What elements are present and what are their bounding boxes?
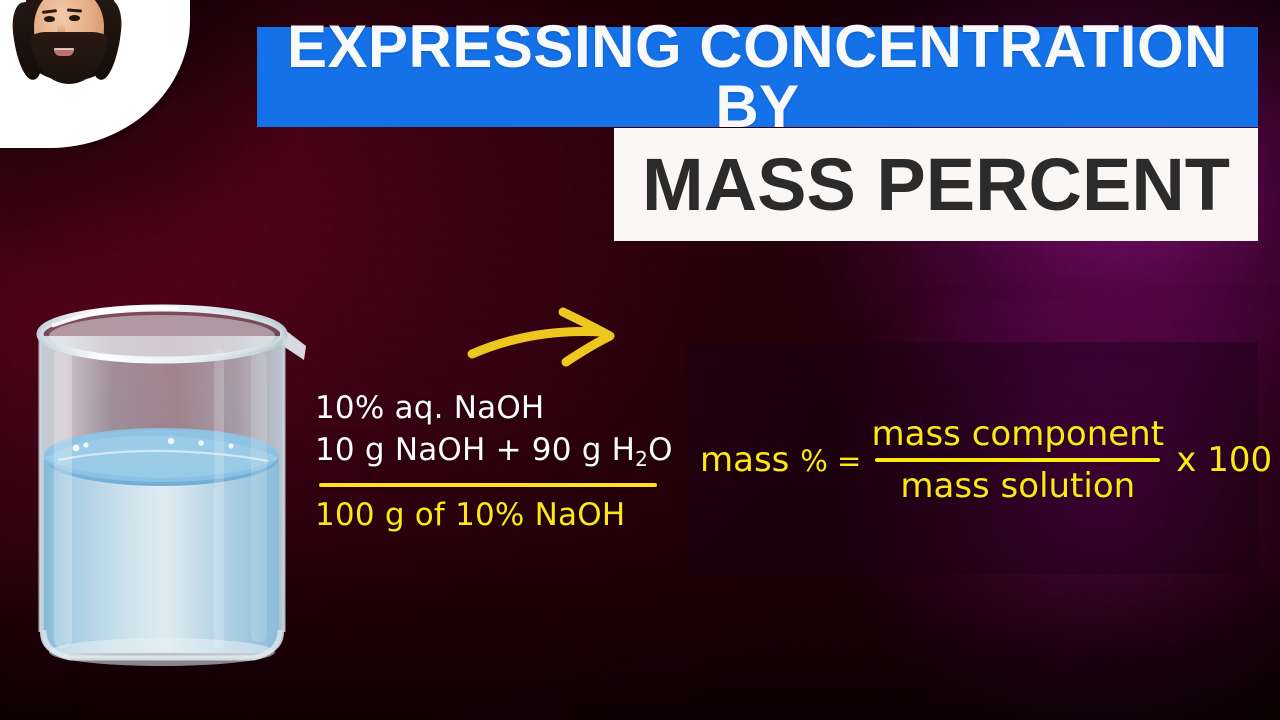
formula-lhs-word: mass — [700, 440, 790, 480]
formula-fraction-bar — [875, 458, 1161, 462]
title-bar-primary: EXPRESSING CONCENTRATION BY — [257, 17, 1258, 137]
formula-numerator: mass component — [871, 413, 1165, 454]
example-line-2-subscript: 2 — [635, 446, 649, 471]
avatar-eye-right — [69, 15, 80, 21]
avatar — [0, 0, 190, 148]
example-line-2-main: 10 g NaOH + 90 g H — [315, 431, 636, 468]
beaker-illustration — [18, 300, 318, 672]
curved-right-arrow-icon — [462, 292, 642, 378]
title-bar-secondary: MASS PERCENT — [614, 128, 1258, 241]
example-divider — [319, 482, 657, 487]
example-result: 100 g of 10% NaOH — [315, 496, 626, 533]
formula-denominator: mass solution — [900, 466, 1136, 506]
avatar-nose — [57, 24, 65, 38]
example-line-1: 10% aq. NaOH — [315, 390, 545, 426]
mass-percent-formula: mass % = mass component mass solution x … — [700, 370, 1272, 550]
formula-fraction: mass component mass solution — [872, 414, 1165, 506]
example-line-2-tail: O — [648, 431, 673, 468]
title-line-2: MASS PERCENT — [642, 142, 1230, 226]
worked-example: 10% aq. NaOH 10 g NaOH + 90 g H2O 100 g … — [315, 388, 675, 537]
title-line-1: EXPRESSING CONCENTRATION BY — [287, 13, 1228, 140]
avatar-mouth — [54, 48, 74, 56]
avatar-eye-left — [44, 16, 55, 22]
formula-left-side: mass % = — [700, 440, 861, 480]
formula-lhs-symbol: % = — [800, 444, 862, 478]
example-line-2: 10 g NaOH + 90 g H2O — [315, 430, 675, 473]
avatar-face — [10, 0, 126, 92]
formula-multiplier: x 100 — [1176, 440, 1273, 480]
